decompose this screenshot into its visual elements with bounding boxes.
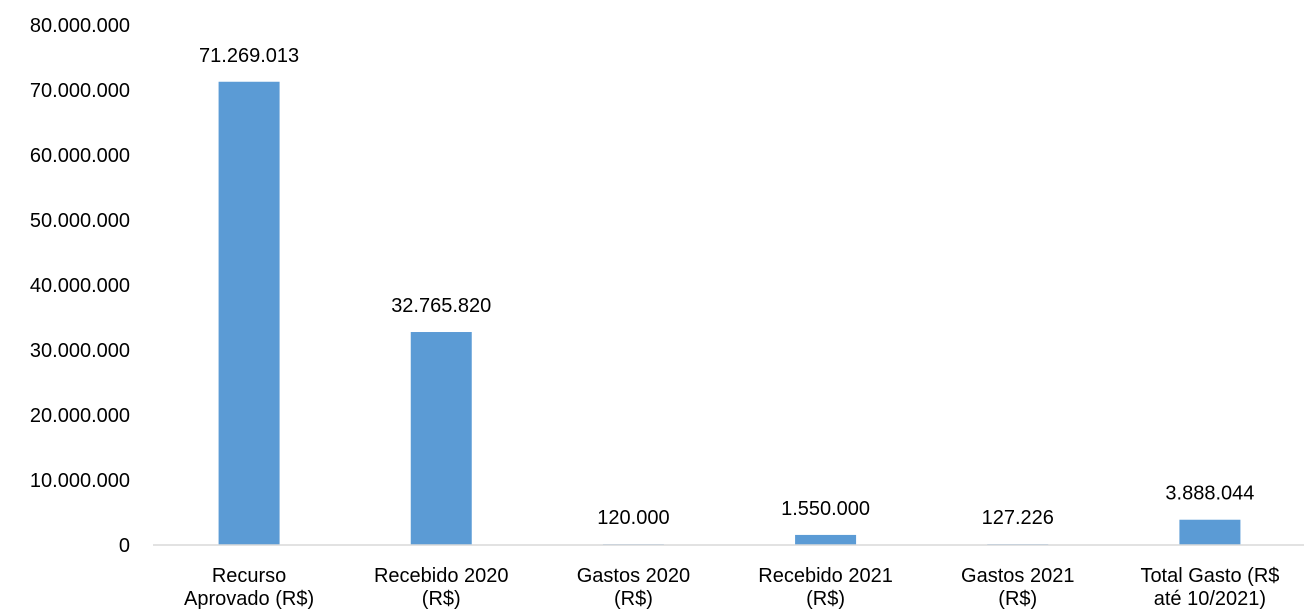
y-tick-label: 80.000.000 [30, 15, 130, 37]
bar [795, 534, 857, 545]
data-label: 120.000 [597, 507, 669, 529]
data-label: 32.765.820 [391, 295, 491, 317]
data-label: 127.226 [982, 507, 1054, 529]
y-tick-label: 0 [119, 535, 130, 557]
data-labels: 71.269.013 32.765.820 120.000 1.550.000 127.… [199, 45, 1254, 529]
data-label: 71.269.013 [199, 45, 299, 67]
bar [218, 81, 280, 546]
x-tick-label: Recebido 2020 (R$) [374, 565, 509, 610]
y-tick-label: 60.000.000 [30, 145, 130, 167]
bar [410, 332, 472, 545]
y-tick-label: 10.000.000 [30, 470, 130, 492]
x-tick-label: Total Gasto (R$ até 10/2021) [1140, 565, 1279, 610]
x-tick-label: Recurso Aprovado (R$) [184, 565, 314, 610]
data-label: 1.550.000 [781, 498, 870, 520]
data-label: 3.888.044 [1165, 483, 1254, 505]
x-tick-label: Gastos 2021 (R$) [961, 565, 1074, 610]
y-axis: 0 10.000.000 20.000.000 30.000.000 40.000.00… [30, 15, 130, 557]
y-tick-label: 20.000.000 [30, 405, 130, 427]
bars [218, 81, 1241, 546]
bar [1179, 519, 1241, 545]
y-tick-label: 50.000.000 [30, 210, 130, 232]
x-tick-label: Recebido 2021 (R$) [758, 565, 893, 610]
y-tick-label: 70.000.000 [30, 80, 130, 102]
x-tick-label: Gastos 2020 (R$) [577, 565, 690, 610]
y-tick-label: 30.000.000 [30, 340, 130, 362]
y-tick-label: 40.000.000 [30, 275, 130, 297]
x-axis: Recurso Aprovado (R$) Recebido 2020 (R$) Gas… [184, 565, 1279, 610]
